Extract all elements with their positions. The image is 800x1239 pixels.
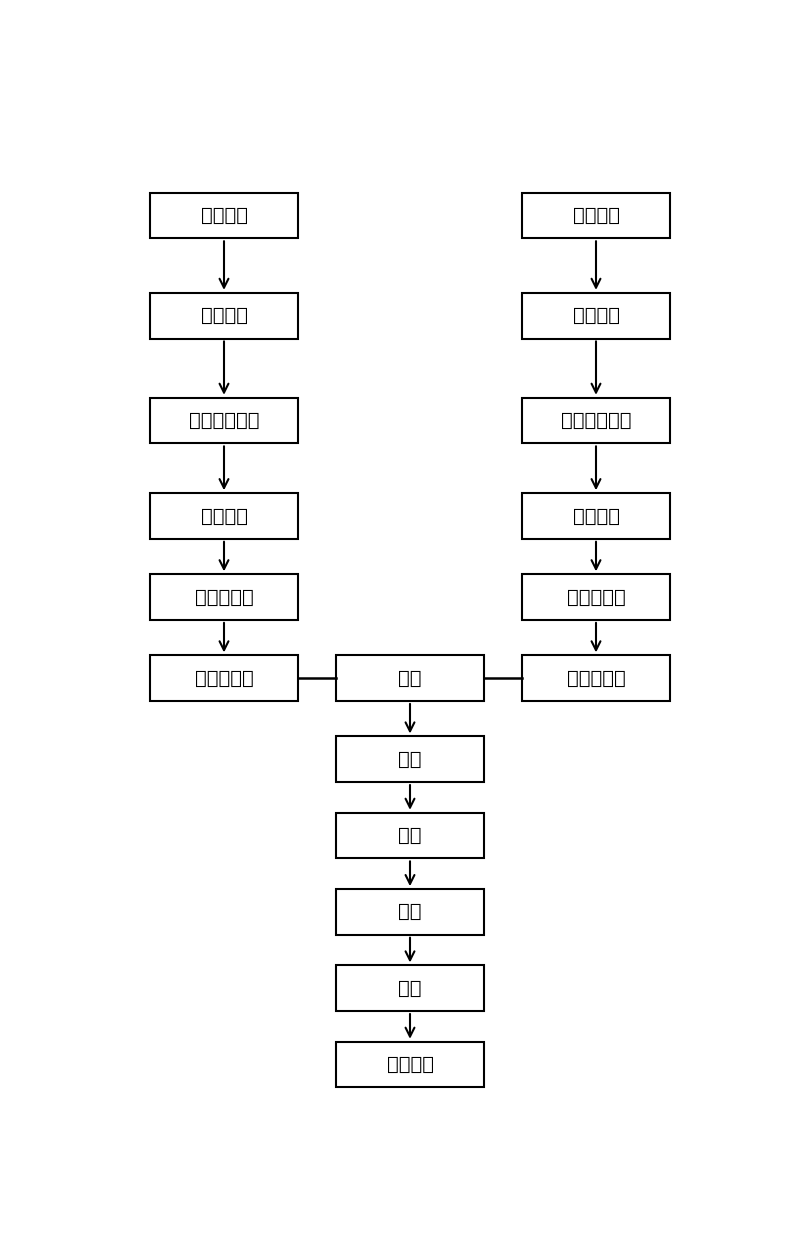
- Text: 正极片制作: 正极片制作: [194, 587, 254, 607]
- Bar: [336, 813, 485, 859]
- Text: 正极片烘烤: 正极片烘烤: [194, 669, 254, 688]
- Bar: [150, 655, 298, 701]
- Bar: [150, 574, 298, 620]
- Text: 正极大卷烘烤: 正极大卷烘烤: [189, 411, 259, 430]
- Text: 滚槽: 滚槽: [398, 902, 422, 922]
- Text: 正极混料: 正极混料: [201, 206, 247, 225]
- Text: 卷绕: 卷绕: [398, 750, 422, 768]
- Text: 注液: 注液: [398, 979, 422, 997]
- Bar: [150, 493, 298, 539]
- Bar: [522, 192, 670, 238]
- Text: 正极涂覆: 正极涂覆: [201, 306, 247, 325]
- Text: 隔膜: 隔膜: [398, 669, 422, 688]
- Bar: [150, 292, 298, 338]
- Bar: [336, 655, 485, 701]
- Text: 装壳: 装壳: [398, 826, 422, 845]
- Bar: [336, 890, 485, 934]
- Bar: [336, 736, 485, 782]
- Bar: [522, 398, 670, 444]
- Bar: [522, 655, 670, 701]
- Text: 负极涂覆: 负极涂覆: [573, 306, 619, 325]
- Bar: [522, 292, 670, 338]
- Text: 负极札片: 负极札片: [573, 507, 619, 525]
- Text: 负极大卷烘烤: 负极大卷烘烤: [561, 411, 631, 430]
- Bar: [522, 574, 670, 620]
- Text: 负极混料: 负极混料: [573, 206, 619, 225]
- Bar: [336, 1042, 485, 1088]
- Text: 负极片制作: 负极片制作: [566, 587, 626, 607]
- Text: 负极片烘烤: 负极片烘烤: [566, 669, 626, 688]
- Text: 化成分容: 化成分容: [386, 1056, 434, 1074]
- Bar: [150, 192, 298, 238]
- Bar: [522, 493, 670, 539]
- Bar: [336, 965, 485, 1011]
- Bar: [150, 398, 298, 444]
- Text: 正极札片: 正极札片: [201, 507, 247, 525]
